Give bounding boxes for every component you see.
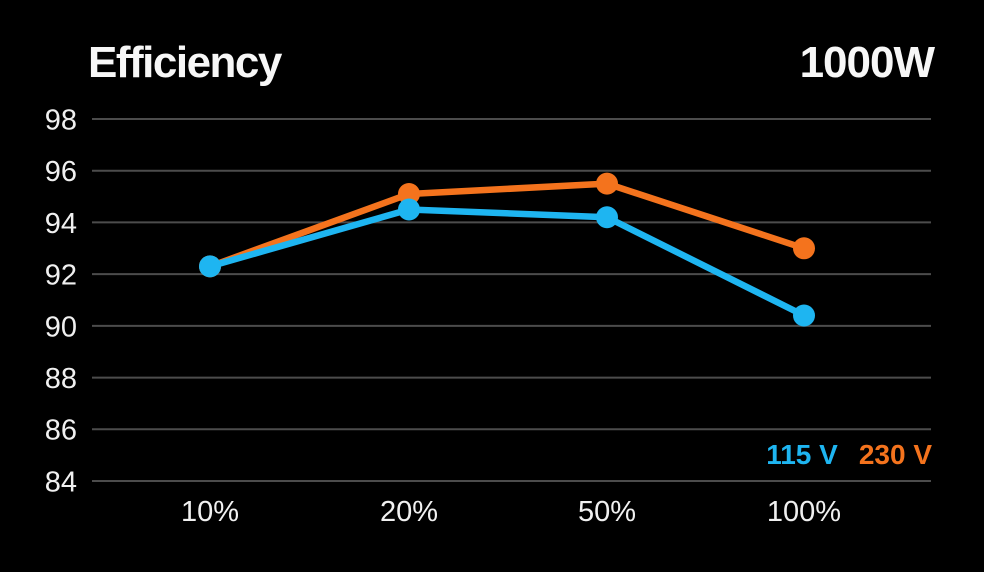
x-axis-tick-label: 100% bbox=[767, 496, 841, 528]
series-line-115-v bbox=[206, 206, 808, 319]
y-axis-tick-label: 96 bbox=[45, 156, 77, 188]
series-line-230-v bbox=[206, 180, 808, 270]
y-axis-tick-label: 94 bbox=[45, 208, 77, 240]
y-axis-tick-label: 88 bbox=[45, 363, 77, 395]
data-point-115-v bbox=[793, 304, 815, 327]
chart-title: Efficiency bbox=[88, 38, 282, 87]
data-point-230-v bbox=[398, 182, 420, 205]
data-point-115-v bbox=[199, 255, 221, 278]
y-axis-tick-label: 98 bbox=[45, 104, 77, 136]
data-point-115-v bbox=[398, 198, 420, 221]
x-axis-tick-label: 20% bbox=[380, 496, 438, 528]
y-axis-tick-label: 86 bbox=[45, 415, 77, 447]
x-axis-tick-label: 10% bbox=[181, 496, 239, 528]
x-axis-tick-label: 50% bbox=[578, 496, 636, 528]
data-point-230-v bbox=[596, 172, 618, 195]
y-axis-tick-label: 84 bbox=[45, 466, 77, 498]
y-axis-tick-label: 90 bbox=[45, 311, 77, 343]
data-point-115-v bbox=[596, 206, 618, 229]
y-axis-tick-label: 92 bbox=[45, 260, 77, 292]
legend-115v-label: 115 V bbox=[766, 439, 838, 470]
legend-230v-label: 230 V bbox=[858, 439, 932, 470]
legend: 115 V 230 V bbox=[766, 441, 932, 469]
wattage-label: 1000W bbox=[799, 38, 935, 87]
data-point-230-v bbox=[793, 237, 815, 260]
